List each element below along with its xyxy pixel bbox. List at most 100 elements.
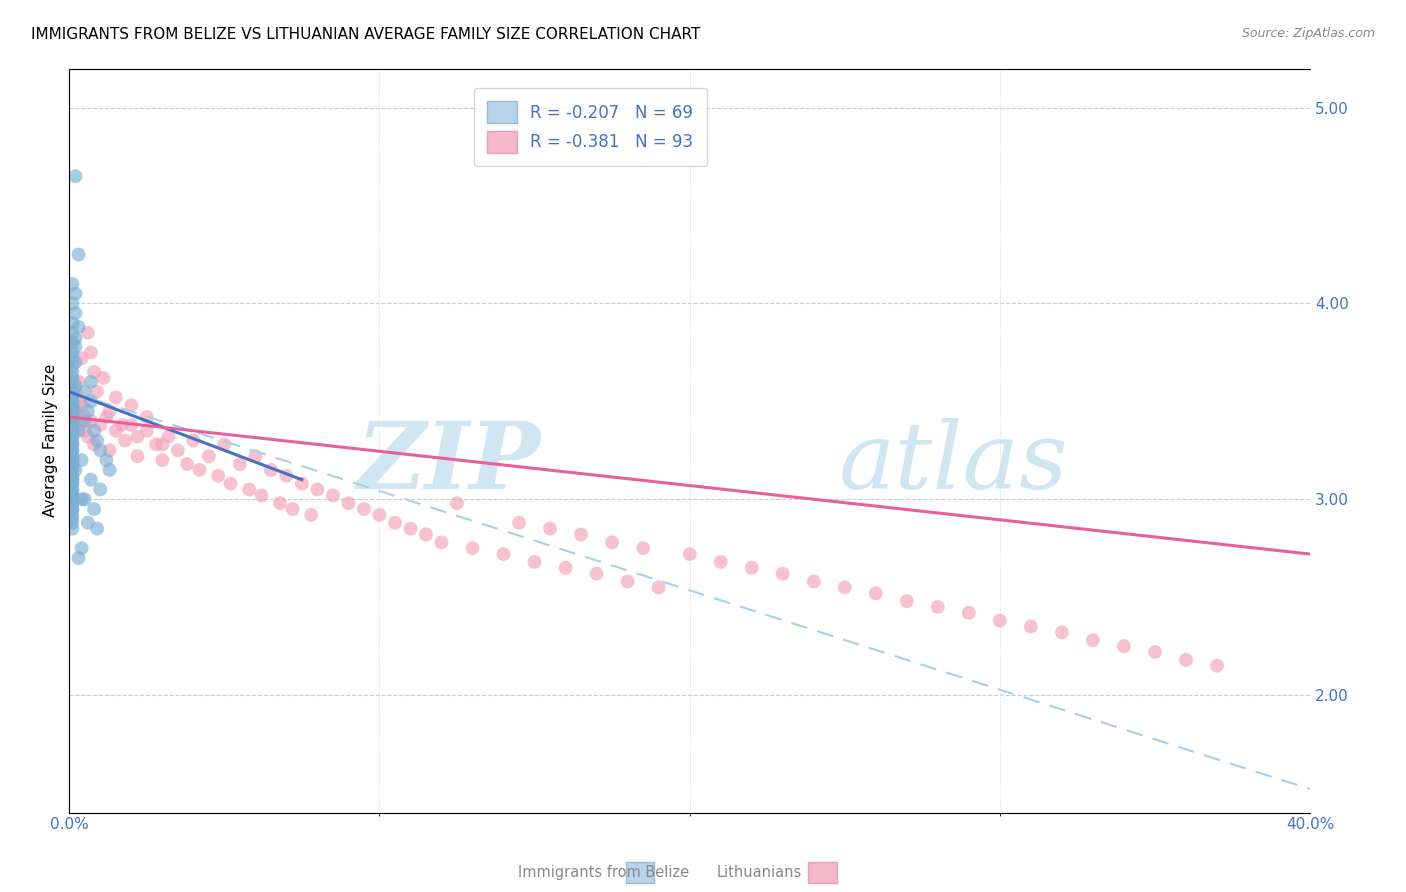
Point — [67, 417, 90, 432]
Point — [157, 429, 180, 443]
Point — [80, 345, 103, 359]
Point — [865, 586, 887, 600]
Point — [83, 365, 105, 379]
Point — [70, 453, 93, 467]
Point — [73, 384, 96, 399]
Point — [60, 468, 83, 483]
Point — [60, 429, 83, 443]
Point — [65, 286, 87, 301]
Point — [67, 394, 90, 409]
Point — [60, 410, 83, 425]
Point — [399, 522, 422, 536]
Point — [65, 332, 87, 346]
Point — [60, 443, 83, 458]
Point — [60, 391, 83, 405]
Point — [65, 169, 87, 184]
Point — [65, 404, 87, 418]
Point — [60, 417, 83, 432]
Point — [60, 476, 83, 491]
Point — [150, 437, 173, 451]
Point — [554, 561, 576, 575]
Point — [291, 476, 314, 491]
Point — [120, 417, 142, 432]
Point — [60, 457, 83, 471]
Point — [80, 394, 103, 409]
Point — [60, 424, 83, 438]
Point — [276, 468, 298, 483]
Point — [60, 296, 83, 310]
Point — [60, 502, 83, 516]
Point — [111, 417, 134, 432]
Point — [60, 277, 83, 291]
Point — [60, 335, 83, 350]
Point — [60, 473, 83, 487]
Point — [135, 424, 157, 438]
Point — [569, 527, 592, 541]
Point — [585, 566, 607, 581]
Point — [60, 453, 83, 467]
Point — [76, 429, 98, 443]
Point — [70, 541, 93, 556]
Point — [741, 561, 763, 575]
Point — [60, 417, 83, 432]
Point — [60, 492, 83, 507]
Point — [238, 483, 260, 497]
Point — [98, 463, 121, 477]
Point — [67, 247, 90, 261]
Point — [219, 476, 242, 491]
Point — [86, 384, 108, 399]
Point — [60, 345, 83, 359]
Point — [98, 404, 121, 418]
Point — [927, 599, 949, 614]
Point — [73, 414, 96, 428]
Point — [631, 541, 654, 556]
Point — [60, 508, 83, 522]
Point — [188, 463, 211, 477]
Point — [60, 449, 83, 463]
Point — [60, 463, 83, 477]
Point — [523, 555, 546, 569]
Point — [60, 512, 83, 526]
Point — [76, 404, 98, 418]
Point — [86, 522, 108, 536]
Point — [73, 492, 96, 507]
Point — [86, 434, 108, 448]
Point — [65, 404, 87, 418]
Point — [60, 473, 83, 487]
Point — [60, 429, 83, 443]
Point — [772, 566, 794, 581]
Point — [176, 457, 198, 471]
Point — [1019, 619, 1042, 633]
Point — [65, 355, 87, 369]
Point — [67, 375, 90, 389]
Point — [1112, 639, 1135, 653]
Point — [127, 449, 149, 463]
Point — [353, 502, 375, 516]
Point — [80, 375, 103, 389]
Point — [60, 453, 83, 467]
Text: ZIP: ZIP — [357, 417, 541, 508]
Point — [89, 417, 111, 432]
Point — [988, 614, 1011, 628]
Point — [96, 410, 118, 425]
Point — [60, 394, 83, 409]
Point — [60, 476, 83, 491]
Point — [181, 434, 204, 448]
Point — [446, 496, 468, 510]
Point — [616, 574, 638, 589]
Point — [89, 483, 111, 497]
Point — [260, 463, 283, 477]
Point — [647, 580, 669, 594]
Point — [80, 473, 103, 487]
Point — [1143, 645, 1166, 659]
Text: Lithuanians: Lithuanians — [717, 865, 803, 880]
Point — [60, 449, 83, 463]
Point — [299, 508, 322, 522]
Point — [89, 443, 111, 458]
Point — [60, 483, 83, 497]
Point — [60, 443, 83, 458]
Point — [114, 434, 136, 448]
Point — [957, 606, 980, 620]
Point — [135, 410, 157, 425]
Point — [83, 437, 105, 451]
